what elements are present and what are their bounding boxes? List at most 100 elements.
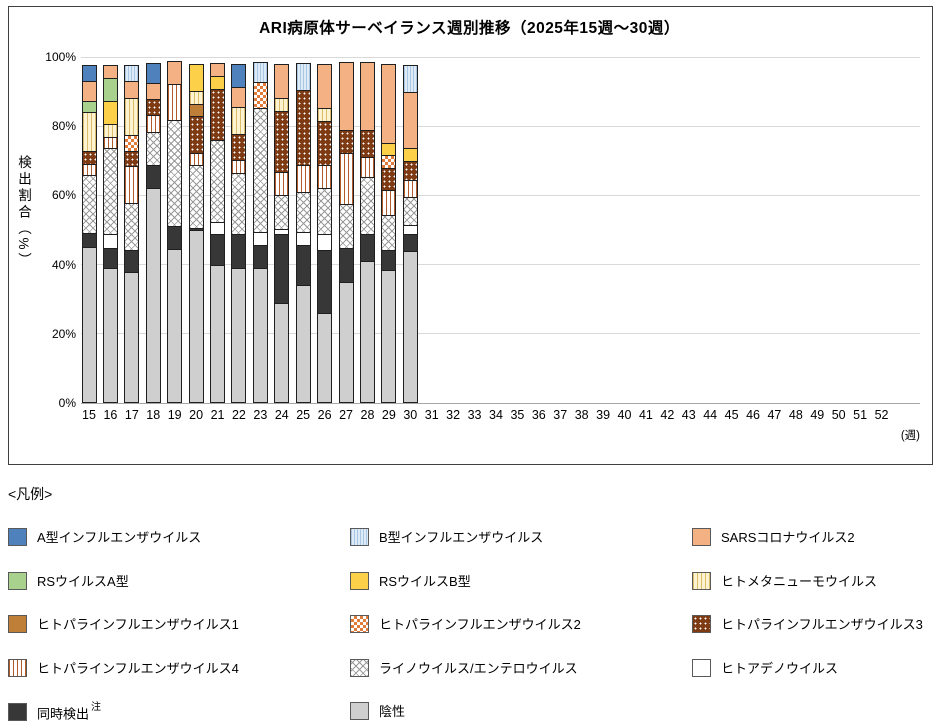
- x-tick-week-21: 21: [210, 408, 225, 422]
- x-tick-week-23: 23: [253, 408, 268, 422]
- chart-title: ARI病原体サーベイランス週別推移（2025年15週～30週）: [259, 20, 680, 37]
- legend-item-piv1: ヒトパラインフルエンザウイルス1: [8, 614, 239, 633]
- x-tick-week-35: 35: [510, 408, 525, 422]
- y-tick-label: 40%: [51, 257, 76, 272]
- bar-segment-neg-week-30: [402, 250, 418, 403]
- gridline-60%: [81, 194, 920, 196]
- legend-item-flua: A型インフルエンザウイルス: [8, 527, 201, 546]
- bar-segment-piv4-week-28: [359, 156, 375, 178]
- x-tick-week-25: 25: [296, 408, 311, 422]
- bar-segment-rhino-week-23: [252, 108, 268, 234]
- stacked-bar-week-24: [274, 57, 290, 403]
- x-tick-week-24: 24: [274, 408, 289, 422]
- footnote-mark: 注: [91, 702, 102, 713]
- legend-item-rhino: ライノウイルス/エンテロウイルス: [350, 658, 578, 677]
- bar-segment-neg-week-23: [252, 268, 268, 403]
- bar-segment-piv3-week-22: [231, 133, 247, 162]
- legend-swatch-multi: [8, 702, 27, 721]
- bar-segment-piv3-week-17: [124, 151, 140, 167]
- legend-label-piv3: ヒトパラインフルエンザウイルス3: [721, 617, 923, 632]
- bar-segment-flub-week-25: [295, 63, 311, 91]
- bar-segment-hmpv-week-24: [274, 97, 290, 112]
- legend-item-sars: SARSコロナウイルス2: [692, 527, 855, 546]
- bar-segment-flua-week-18: [145, 63, 161, 84]
- bar-segment-rsvb-week-30: [402, 147, 418, 162]
- bar-segment-flub-week-30: [402, 65, 418, 93]
- bar-segment-neg-week-19: [167, 249, 183, 403]
- stacked-bar-week-27: [338, 57, 354, 403]
- bar-segment-piv3-week-26: [317, 120, 333, 166]
- legend-label-neg: 陰性: [379, 704, 406, 719]
- bar-segment-neg-week-29: [381, 269, 397, 403]
- bar-segment-rsvb-week-21: [210, 75, 226, 90]
- x-tick-week-30: 30: [403, 408, 418, 422]
- bar-segment-piv2-week-23: [252, 81, 268, 110]
- bar-segment-rhino-week-29: [381, 214, 397, 252]
- bar-segment-piv3-week-21: [210, 88, 226, 141]
- bar-segment-sars-week-16: [102, 65, 118, 79]
- bar-segment-sars-week-30: [402, 91, 418, 149]
- legend-item-hmpv: ヒトメタニューモウイルス: [692, 571, 877, 590]
- x-tick-week-22: 22: [231, 408, 246, 422]
- bar-segment-neg-week-24: [274, 302, 290, 403]
- chart-panel: [8, 6, 933, 465]
- bar-segment-piv4-week-17: [124, 165, 140, 204]
- bar-segment-sars-week-18: [145, 82, 161, 101]
- bar-segment-rhino-week-21: [210, 139, 226, 223]
- legend-label-multi: 同時検出注: [37, 702, 102, 722]
- y-tick-label: 20%: [51, 326, 76, 341]
- bar-segment-rsvb-week-20: [188, 64, 204, 92]
- x-tick-week-29: 29: [381, 408, 396, 422]
- stacked-bar-week-21: [210, 57, 226, 403]
- legend-swatch-piv4: [8, 658, 27, 677]
- bar-segment-piv4-week-27: [338, 153, 354, 206]
- stacked-bar-week-22: [231, 57, 247, 403]
- legend-label-rhino: ライノウイルス/エンテロウイルス: [379, 661, 578, 676]
- x-tick-week-15: 15: [82, 408, 96, 422]
- bar-segment-neg-week-18: [145, 188, 161, 403]
- bar-segment-sars-week-24: [274, 64, 290, 99]
- stacked-bar-week-26: [317, 57, 333, 403]
- x-tick-week-37: 37: [553, 408, 568, 422]
- x-tick-week-32: 32: [446, 408, 461, 422]
- x-tick-week-19: 19: [167, 408, 182, 422]
- gridline-80%: [81, 125, 920, 127]
- gridline-20%: [81, 333, 920, 335]
- stacked-bar-week-23: [252, 57, 268, 403]
- bar-segment-piv3-week-28: [359, 130, 375, 158]
- legend-label-piv4: ヒトパラインフルエンザウイルス4: [37, 661, 239, 676]
- stacked-bar-week-28: [359, 57, 375, 403]
- bar-segment-sars-week-22: [231, 87, 247, 109]
- bar-segment-neg-week-17: [124, 271, 140, 403]
- bar-segment-neg-week-22: [231, 268, 247, 403]
- bar-segment-rhino-week-20: [188, 164, 204, 229]
- bar-segment-sars-week-26: [317, 64, 333, 110]
- bar-segment-adeno-week-25: [295, 232, 311, 246]
- x-tick-week-39: 39: [596, 408, 611, 422]
- y-tick-label: 0%: [58, 396, 76, 410]
- legend-swatch-flua: [8, 527, 27, 546]
- bar-segment-sars-week-15: [81, 81, 97, 103]
- bar-segment-piv3-week-29: [381, 168, 397, 191]
- legend-label-sars: SARSコロナウイルス2: [721, 530, 855, 545]
- bar-segment-rhino-week-25: [295, 191, 311, 234]
- legend-swatch-rsvb: [350, 571, 369, 590]
- bar-segment-hmpv-week-15: [81, 112, 97, 152]
- bar-segment-neg-week-25: [295, 285, 311, 403]
- bar-segment-piv4-week-22: [231, 160, 247, 175]
- gridline-40%: [81, 264, 920, 266]
- x-tick-week-26: 26: [317, 408, 332, 422]
- legend-swatch-neg: [350, 701, 369, 720]
- stacked-bar-week-15: [81, 57, 97, 403]
- stacked-bar-week-16: [102, 57, 118, 403]
- x-tick-week-40: 40: [617, 408, 632, 422]
- bar-segment-neg-week-27: [338, 281, 354, 403]
- bar-segment-multi-week-27: [338, 248, 354, 283]
- x-tick-week-28: 28: [360, 408, 375, 422]
- bar-segment-neg-week-26: [317, 313, 333, 403]
- stacked-bar-week-19: [167, 57, 183, 403]
- bar-segment-piv4-week-25: [295, 164, 311, 193]
- bar-segment-adeno-week-21: [210, 221, 226, 236]
- bar-segment-neg-week-16: [102, 268, 118, 403]
- legend-label-flub: B型インフルエンザウイルス: [379, 530, 544, 545]
